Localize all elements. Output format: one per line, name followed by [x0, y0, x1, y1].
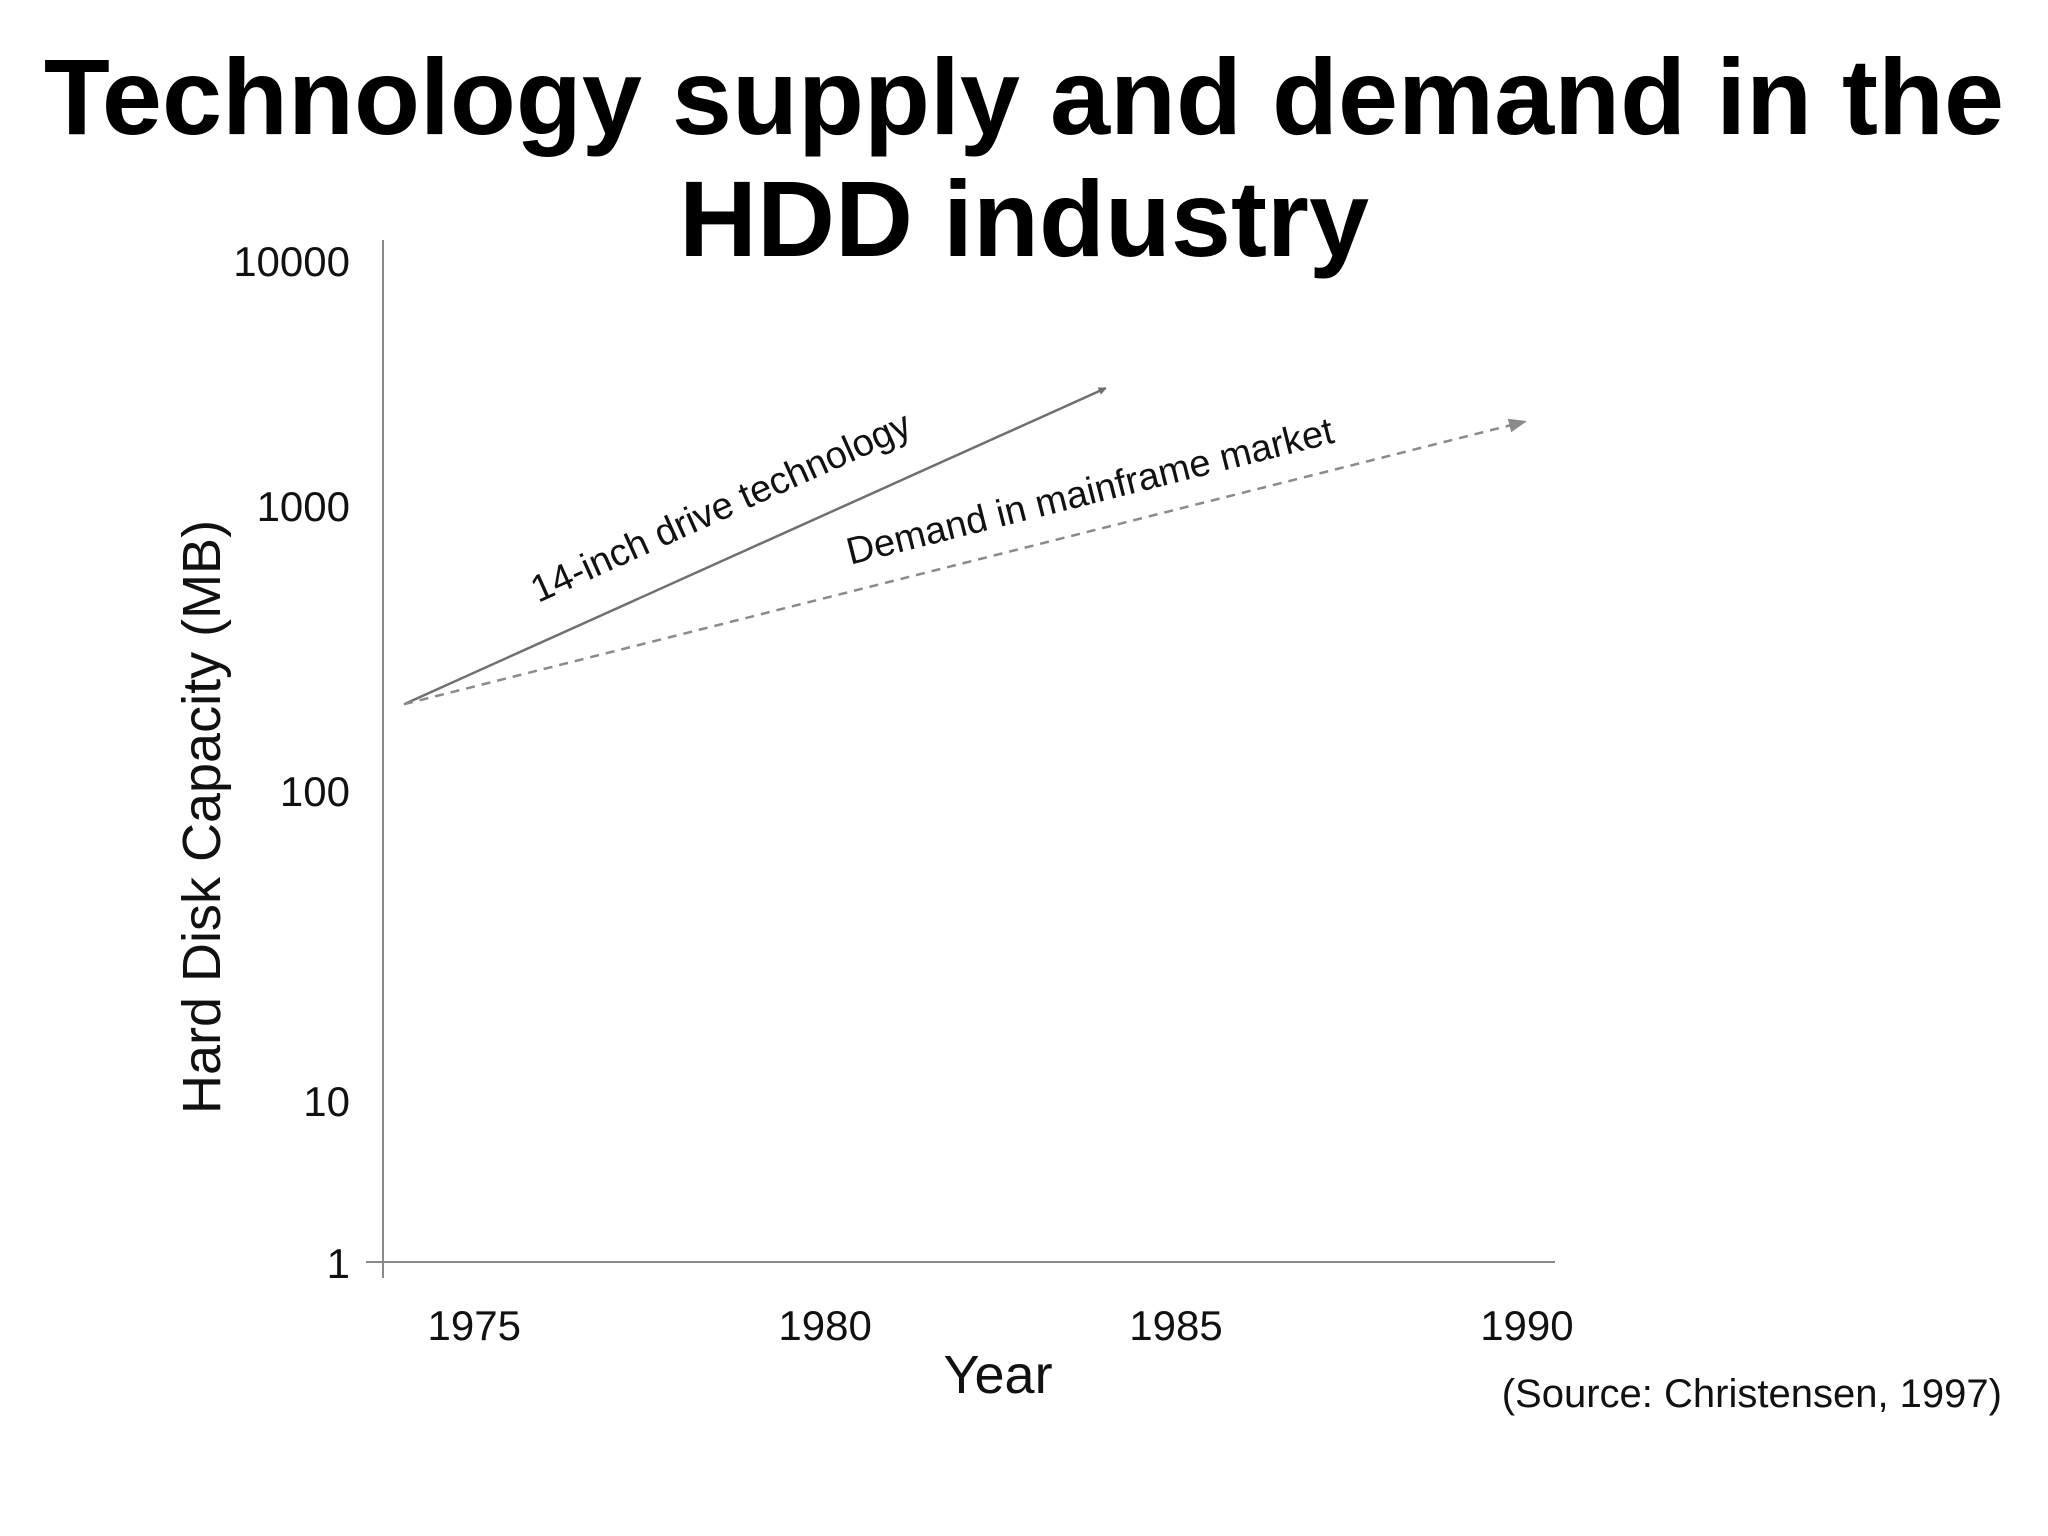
- y-tick-10000: 10000: [233, 238, 350, 285]
- y-tick-100: 100: [280, 768, 350, 815]
- chart-title-line-2: HDD industry: [678, 158, 1370, 279]
- x-tick-1980: 1980: [778, 1302, 871, 1349]
- series-label-1: 14-inch drive technology: [525, 404, 918, 611]
- series-lines: [403, 386, 1527, 706]
- x-tick-labels: 1975 1980 1985 1990: [428, 1302, 1574, 1349]
- y-tick-labels: 1 10 100 1000 10000: [233, 238, 350, 1287]
- series-label-2: Demand in mainframe market: [842, 410, 1338, 573]
- series-line-1: [403, 386, 1107, 706]
- chart-title-line-1: Technology supply and demand in the: [43, 36, 2005, 157]
- y-tick-1000: 1000: [257, 483, 350, 530]
- x-tick-1985: 1985: [1129, 1302, 1222, 1349]
- series-arrowhead-2: [1507, 418, 1527, 433]
- source-note: (Source: Christensen, 1997): [1501, 1372, 2002, 1416]
- x-tick-1975: 1975: [428, 1302, 521, 1349]
- x-axis-label: Year: [943, 1345, 1052, 1405]
- chart-title: Technology supply and demand in the HDD …: [0, 36, 2048, 280]
- y-tick-10: 10: [303, 1078, 350, 1125]
- x-tick-1990: 1990: [1480, 1302, 1573, 1349]
- y-axis-label: Hard Disk Capacity (MB): [172, 520, 232, 1114]
- y-tick-1: 1: [327, 1240, 350, 1287]
